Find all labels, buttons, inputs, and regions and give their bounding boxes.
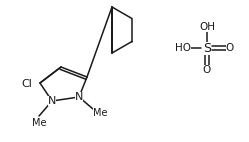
Text: HO: HO (175, 43, 191, 53)
Text: S: S (203, 41, 211, 55)
Text: Cl: Cl (22, 79, 32, 89)
Text: N: N (75, 92, 83, 102)
Text: O: O (203, 65, 211, 75)
Text: Me: Me (93, 108, 107, 118)
Text: O: O (226, 43, 234, 53)
Text: OH: OH (199, 22, 215, 32)
Text: Me: Me (32, 118, 46, 128)
Text: N: N (48, 96, 56, 106)
